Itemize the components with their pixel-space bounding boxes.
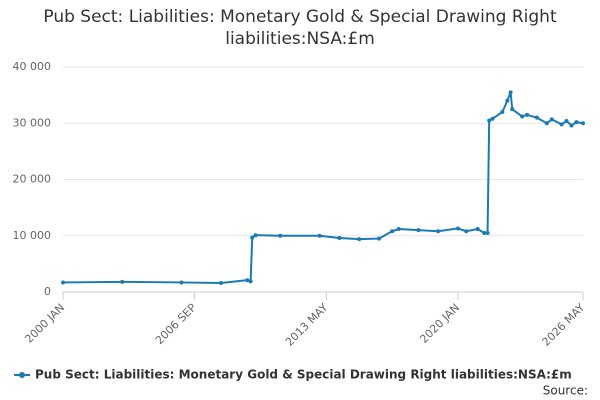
- point: [569, 123, 574, 128]
- point: [61, 280, 65, 285]
- point: [485, 230, 490, 235]
- point: [534, 115, 539, 120]
- point: [510, 107, 515, 112]
- point: [525, 112, 530, 117]
- point: [490, 116, 495, 121]
- legend-marker: [19, 372, 25, 378]
- x-tick-label: 2026 MAY: [540, 301, 588, 349]
- point: [390, 229, 395, 234]
- point: [337, 236, 342, 240]
- x-tick-label: 2013 MAY: [283, 301, 331, 349]
- point: [500, 110, 505, 114]
- point: [520, 114, 525, 119]
- point: [564, 119, 569, 123]
- y-tick-label: 40 000: [13, 60, 52, 73]
- point: [179, 280, 184, 285]
- point: [455, 226, 460, 231]
- point: [376, 236, 381, 241]
- point: [253, 233, 258, 238]
- x-tick-label: 2000 JAN: [22, 301, 67, 346]
- point: [245, 278, 250, 283]
- source: Source:: [543, 384, 588, 398]
- y-tick-label: 20 000: [13, 173, 52, 186]
- point: [505, 98, 510, 103]
- point: [464, 229, 469, 234]
- legend-label: Pub Sect: Liabilities: Monetary Gold & S…: [35, 368, 572, 382]
- point: [278, 233, 283, 238]
- point: [120, 279, 125, 284]
- y-tick-label: 0: [44, 285, 51, 298]
- point: [416, 228, 421, 233]
- point: [482, 230, 487, 235]
- point: [581, 121, 585, 126]
- chart-title: Pub Sect: Liabilities: Monetary Gold & S…: [43, 7, 557, 49]
- point: [549, 117, 554, 122]
- point: [475, 227, 480, 231]
- x-tick-label: 2006 SEP: [153, 301, 199, 347]
- point: [574, 120, 579, 125]
- point: [544, 121, 549, 126]
- point: [248, 279, 253, 284]
- y-tick-label: 30 000: [13, 116, 52, 129]
- y-tick-label: 10 000: [13, 229, 52, 242]
- x-tick-label: 2020 JAN: [417, 301, 462, 346]
- point: [317, 233, 322, 238]
- point: [487, 118, 492, 123]
- point: [559, 122, 564, 127]
- point: [218, 281, 223, 285]
- series-line: [62, 91, 584, 285]
- point: [357, 237, 362, 242]
- point: [250, 235, 255, 240]
- point: [396, 227, 401, 231]
- point: [508, 90, 513, 95]
- point: [436, 229, 441, 234]
